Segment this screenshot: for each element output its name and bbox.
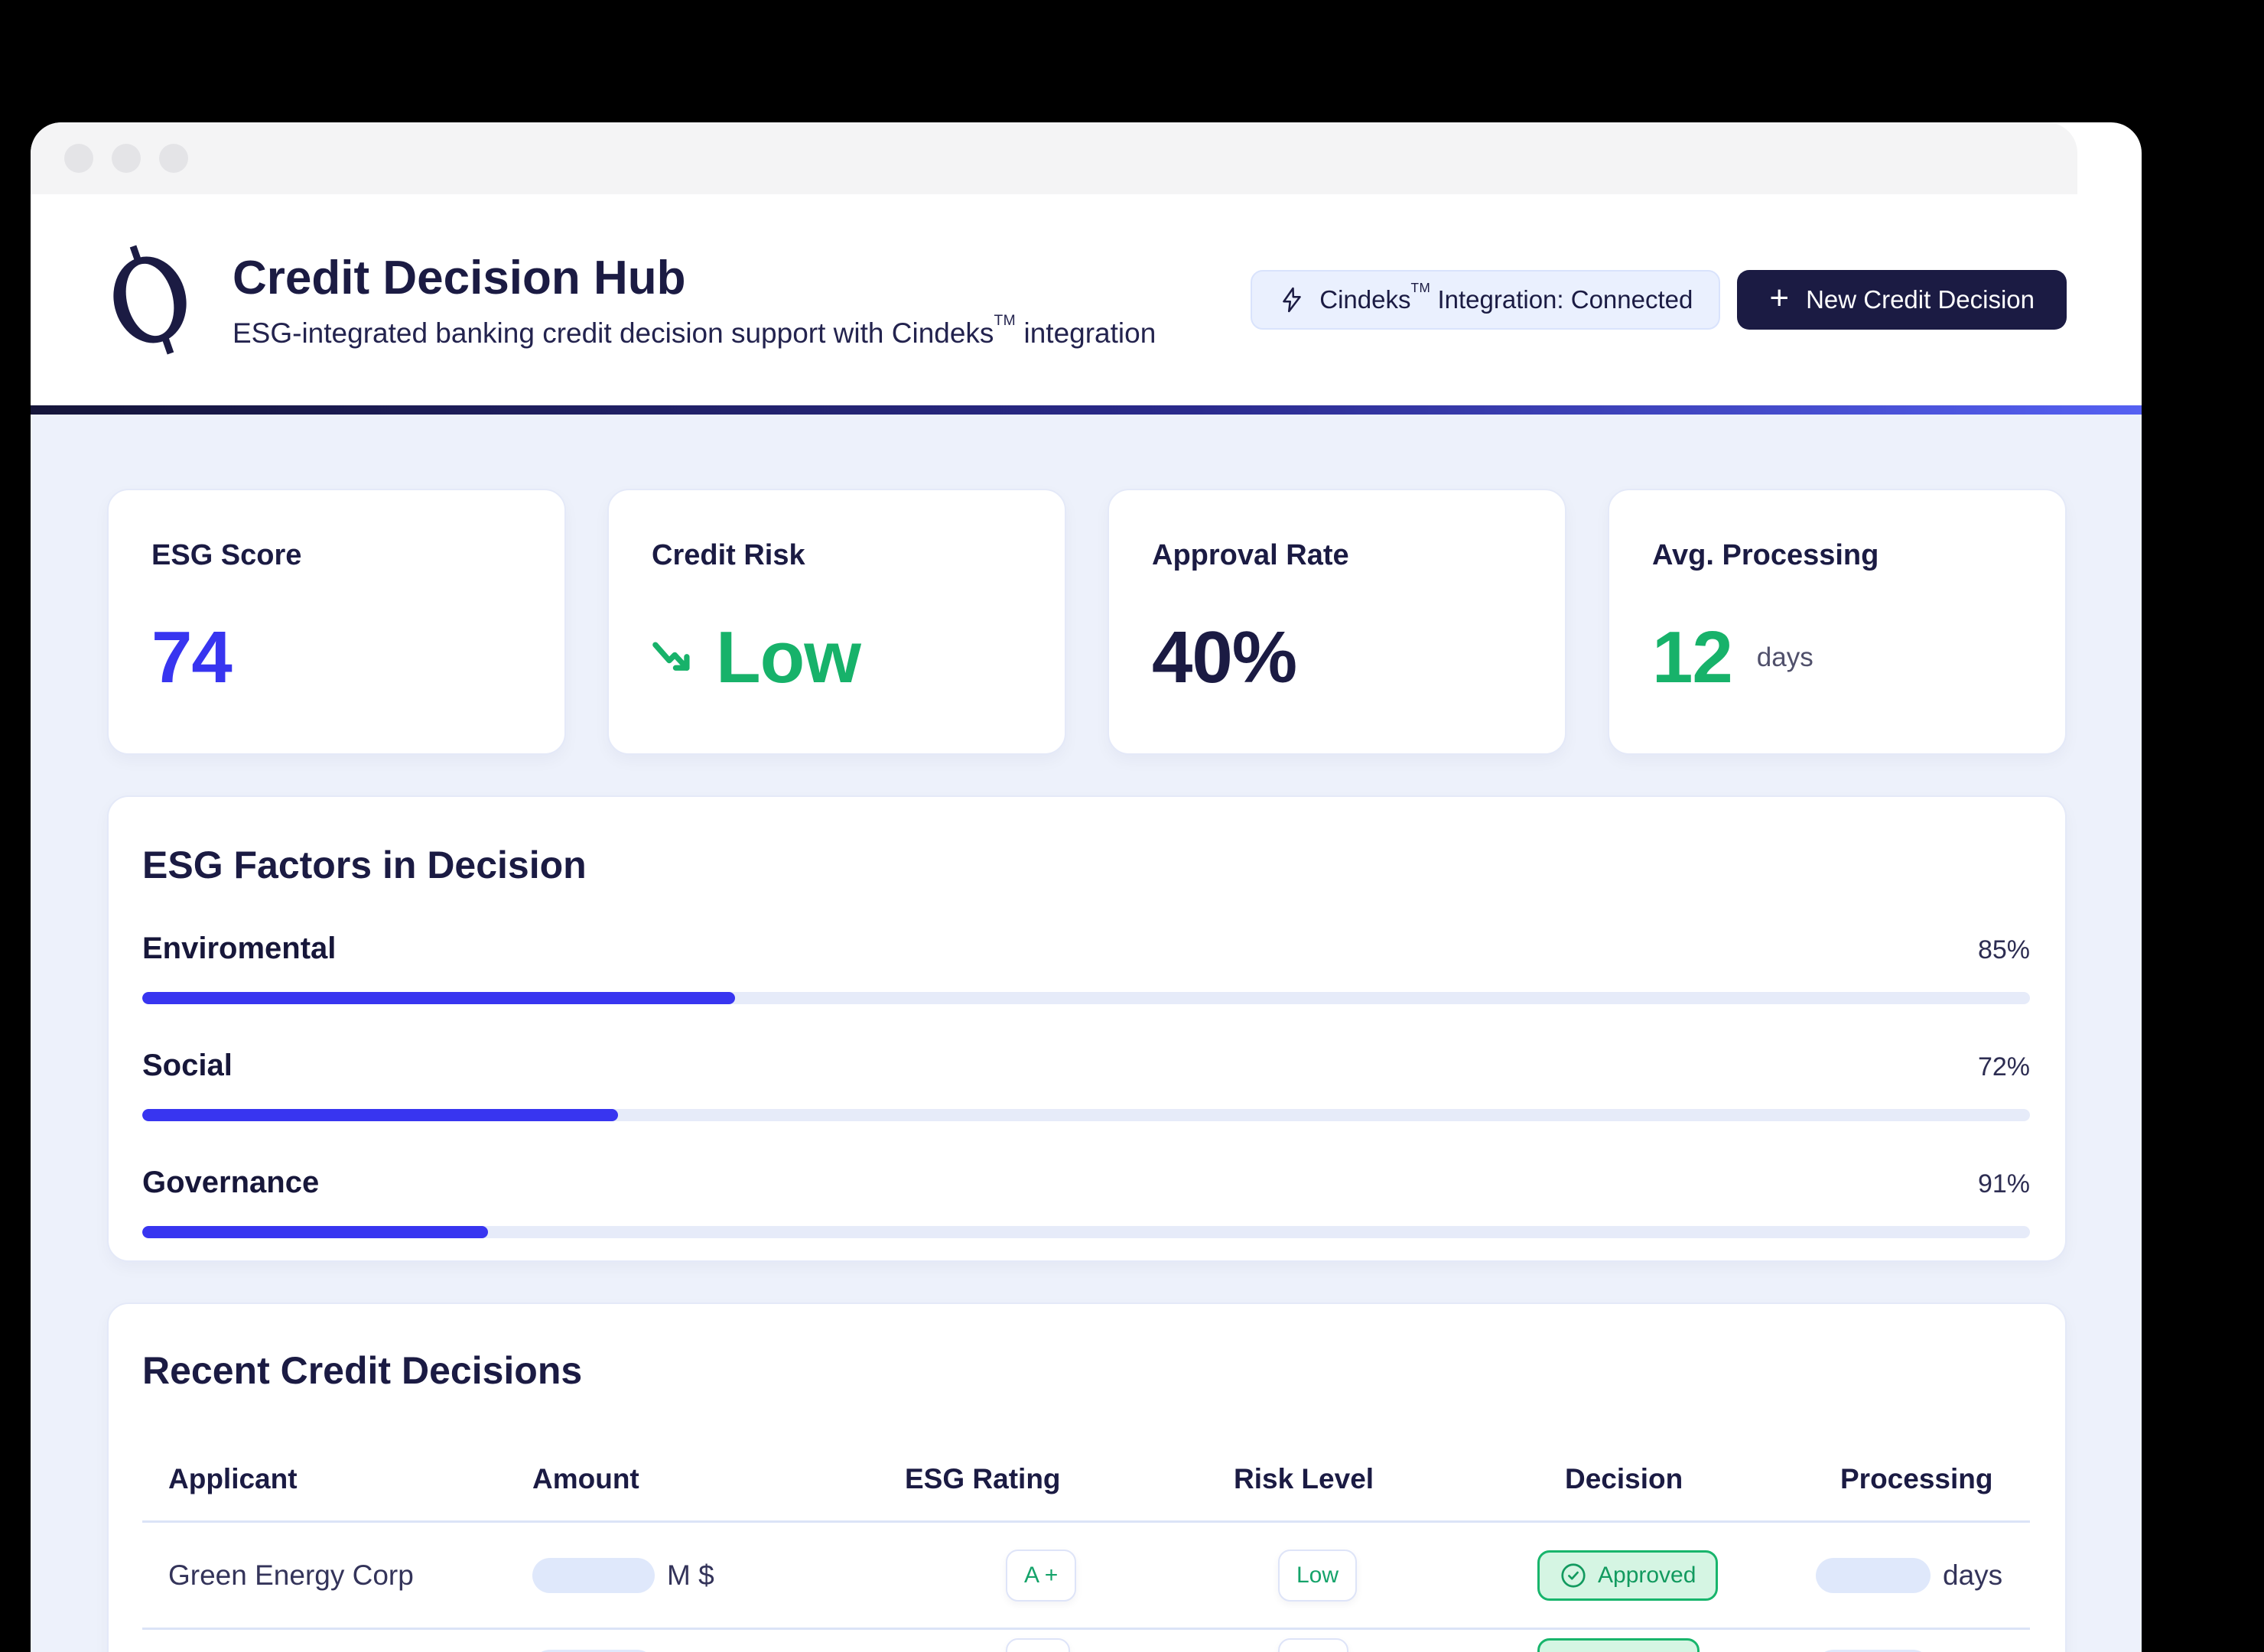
masked-amount-pill [532,1650,655,1652]
stat-label: Approval Rate [1152,539,1349,571]
decision-badge [1537,1638,1700,1652]
decisions-table: Applicant Amount ESG Rating Risk Level D… [142,1437,2030,1652]
window-control-dot-2[interactable] [112,144,141,173]
cell-risk-level: Low [1278,1523,1358,1628]
masked-processing-pill [1816,1650,1931,1652]
trending-down-icon [652,642,690,671]
cell-applicant: Green Energy Corp [168,1559,414,1591]
table-row: Green Energy Corp M $ A + Low [142,1523,2030,1630]
subtitle-text: ESG-integrated banking credit decision s… [233,317,994,349]
cell-processing: days [1816,1523,2002,1628]
cell-amount: M $ [532,1523,714,1628]
factor-percent: 72% [1977,1052,2030,1081]
stat-card-esg-score: ESG Score 74 [107,489,566,755]
processing-unit: days [1943,1559,2003,1591]
stat-label: ESG Score [151,539,302,571]
esg-factors-panel: ESG Factors in Decision Enviromental 85%… [107,795,2067,1262]
stat-unit: days [1756,642,1813,672]
factor-percent: 91% [1977,1169,2030,1198]
integration-status-text: CindeksTM Integration: Connected [1319,280,1693,314]
masked-processing-pill [1816,1557,1931,1593]
subtitle-text-suffix: integration [1016,317,1156,349]
column-header-processing: Processing [1840,1462,1993,1494]
stat-value: 74 [151,616,233,698]
factor-percent: 85% [1977,935,2030,964]
stat-label: Avg. Processing [1652,539,1879,571]
trademark-superscript: TM [994,312,1017,329]
table-header-row: Applicant Amount ESG Rating Risk Level D… [142,1437,2030,1523]
table-row-partial [142,1630,2030,1652]
stats-row: ESG Score 74 Credit Risk Low Approval Ra… [107,489,2067,755]
progress-fill [142,1109,618,1121]
stat-label: Credit Risk [652,539,805,571]
check-circle-icon [1561,1563,1586,1588]
cell-esg-rating: A + [1006,1523,1077,1628]
column-header-decision: Decision [1565,1462,1683,1494]
title-block: Credit Decision Hub ESG-integrated banki… [233,251,1156,350]
column-header-risk-level: Risk Level [1234,1462,1374,1494]
column-header-amount: Amount [532,1462,639,1494]
factor-label: Enviromental [142,932,337,965]
stat-card-credit-risk: Credit Risk Low [607,489,1066,755]
stat-value: 40% [1152,616,1297,698]
window-titlebar [31,122,2077,194]
esg-factor-environmental: Enviromental 85% [142,932,2030,1004]
new-credit-decision-label: New Credit Decision [1806,285,2035,314]
risk-level-badge: Low [1278,1549,1358,1602]
factor-label: Governance [142,1166,320,1199]
masked-amount-pill [532,1557,655,1593]
progress-fill [142,1226,488,1238]
progress-track [142,1109,2030,1121]
recent-decisions-title: Recent Credit Decisions [142,1349,583,1392]
integration-status-badge: CindeksTM Integration: Connected [1251,270,1721,330]
esg-factor-governance: Governance 91% [142,1166,2030,1238]
window-control-dot-3[interactable] [159,144,188,173]
column-header-esg-rating: ESG Rating [905,1462,1061,1494]
stat-value: Low [716,616,861,698]
stat-card-approval-rate: Approval Rate 40% [1108,489,1566,755]
amount-unit: M $ [667,1559,714,1591]
cell-decision: Approved [1537,1523,1719,1628]
stat-value: 12 [1652,616,1733,698]
dashboard-content: ESG Score 74 Credit Risk Low Approval Ra… [31,415,2142,1652]
app-logo-icon [96,242,203,357]
progress-fill [142,992,735,1004]
new-credit-decision-button[interactable]: + New Credit Decision [1737,270,2067,330]
page-subtitle: ESG-integrated banking credit decision s… [233,313,1156,350]
progress-track [142,992,2030,1004]
app-window: Credit Decision Hub ESG-integrated banki… [31,122,2142,1652]
lightning-icon [1283,287,1302,313]
esg-rating-badge: A + [1006,1549,1077,1602]
stat-card-avg-processing: Avg. Processing 12 days [1608,489,2067,755]
progress-track [142,1226,2030,1238]
header-accent-divider [31,405,2142,415]
esg-factors-title: ESG Factors in Decision [142,844,587,886]
app-header: Credit Decision Hub ESG-integrated banki… [31,194,2142,405]
window-control-dot-1[interactable] [64,144,93,173]
risk-level-badge [1278,1638,1348,1652]
esg-factor-social: Social 72% [142,1049,2030,1121]
plus-icon: + [1769,279,1790,317]
decision-label: Approved [1598,1562,1696,1588]
decision-badge-approved: Approved [1537,1550,1719,1601]
column-header-applicant: Applicant [168,1462,298,1494]
esg-rating-badge [1006,1638,1070,1652]
page-title: Credit Decision Hub [233,251,686,304]
factor-label: Social [142,1049,233,1082]
recent-decisions-panel: Recent Credit Decisions Applicant Amount… [107,1302,2067,1652]
